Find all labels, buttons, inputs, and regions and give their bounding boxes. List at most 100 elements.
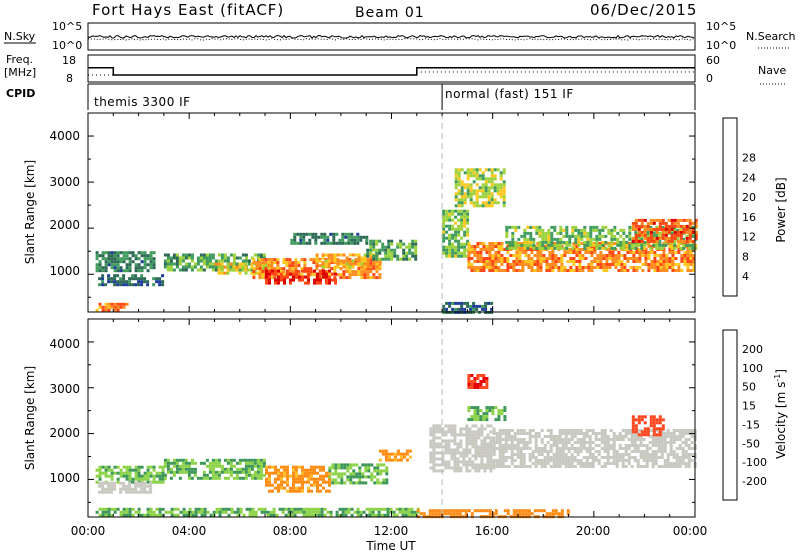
data-cell bbox=[557, 269, 561, 272]
data-cell bbox=[530, 257, 534, 260]
data-cell bbox=[327, 273, 331, 277]
colorbar-tick-label: 24 bbox=[742, 171, 756, 184]
data-cell bbox=[685, 239, 689, 243]
data-cell bbox=[468, 451, 472, 455]
data-cell bbox=[661, 246, 665, 250]
data-cell bbox=[214, 265, 218, 269]
data-cell bbox=[494, 418, 498, 422]
data-cell bbox=[134, 263, 138, 267]
data-cell bbox=[493, 198, 497, 202]
data-cell bbox=[381, 245, 385, 249]
data-cell bbox=[482, 374, 486, 377]
data-cell bbox=[465, 433, 469, 437]
data-cell bbox=[333, 256, 337, 260]
data-cell bbox=[152, 474, 156, 478]
data-cell bbox=[469, 195, 473, 199]
data-cell bbox=[238, 265, 242, 269]
data-cell bbox=[143, 477, 147, 481]
data-cell bbox=[244, 256, 248, 260]
data-cell bbox=[694, 221, 698, 225]
data-cell bbox=[451, 233, 455, 237]
data-cell bbox=[161, 513, 165, 517]
data-cell bbox=[358, 466, 362, 470]
data-cell bbox=[384, 452, 388, 456]
data-cell bbox=[621, 453, 625, 456]
data-cell bbox=[351, 270, 355, 274]
data-cell bbox=[330, 261, 334, 265]
data-cell bbox=[323, 235, 327, 239]
data-cell bbox=[519, 432, 523, 435]
data-cell bbox=[566, 260, 570, 263]
data-cell bbox=[107, 263, 111, 267]
data-cell bbox=[110, 487, 114, 491]
data-cell bbox=[399, 455, 403, 459]
data-cell bbox=[128, 484, 132, 488]
data-cell bbox=[128, 257, 132, 261]
data-cell bbox=[505, 234, 509, 238]
data-cell bbox=[227, 507, 231, 511]
data-cell bbox=[522, 465, 526, 468]
data-cell bbox=[305, 241, 309, 245]
data-cell bbox=[557, 260, 561, 263]
data-cell bbox=[482, 415, 486, 419]
data-cell bbox=[250, 271, 254, 275]
data-cell bbox=[470, 263, 474, 266]
data-cell bbox=[429, 430, 433, 434]
data-cell bbox=[534, 456, 538, 459]
data-cell bbox=[660, 435, 664, 438]
data-cell bbox=[256, 473, 260, 477]
data-cell bbox=[146, 465, 150, 469]
data-cell bbox=[482, 412, 486, 416]
data-cell bbox=[632, 254, 636, 257]
data-cell bbox=[669, 444, 673, 447]
data-cell bbox=[134, 490, 138, 494]
data-cell bbox=[454, 177, 458, 181]
data-cell bbox=[624, 447, 628, 450]
data-cell bbox=[402, 251, 406, 255]
data-cell bbox=[597, 438, 601, 441]
data-cell bbox=[392, 513, 396, 517]
data-cell bbox=[131, 277, 135, 281]
data-cell bbox=[660, 444, 664, 447]
data-cell bbox=[110, 507, 114, 511]
data-cell bbox=[365, 235, 369, 239]
data-cell bbox=[472, 201, 476, 205]
data-cell bbox=[605, 263, 609, 266]
data-cell bbox=[506, 257, 510, 260]
data-cell bbox=[598, 243, 602, 247]
data-cell bbox=[298, 489, 301, 493]
data-cell bbox=[594, 438, 598, 441]
data-cell bbox=[564, 441, 568, 444]
data-cell bbox=[319, 468, 322, 472]
data-cell bbox=[672, 456, 676, 459]
data-cell bbox=[187, 265, 191, 269]
data-cell bbox=[512, 260, 516, 263]
data-cell bbox=[146, 484, 150, 488]
data-cell bbox=[665, 254, 669, 257]
data-cell bbox=[184, 464, 188, 468]
data-cell bbox=[445, 224, 449, 228]
data-cell bbox=[340, 466, 344, 470]
data-cell bbox=[350, 513, 354, 517]
data-cell bbox=[134, 481, 138, 485]
data-cell bbox=[694, 233, 698, 237]
data-cell bbox=[482, 260, 486, 263]
data-cell bbox=[469, 201, 473, 205]
data-cell bbox=[484, 307, 488, 311]
data-cell bbox=[671, 269, 675, 272]
data-cell bbox=[368, 510, 372, 514]
data-cell bbox=[396, 257, 400, 261]
data-cell bbox=[673, 221, 677, 225]
data-cell bbox=[625, 234, 629, 238]
data-cell bbox=[337, 466, 341, 470]
data-cell bbox=[269, 510, 273, 514]
data-cell bbox=[432, 463, 436, 467]
data-cell bbox=[442, 230, 446, 234]
data-cell bbox=[457, 209, 461, 213]
data-cell bbox=[187, 464, 191, 468]
data-cell bbox=[170, 513, 174, 517]
data-cell bbox=[453, 430, 457, 434]
data-cell bbox=[490, 195, 494, 199]
data-cell bbox=[636, 447, 640, 450]
data-cell bbox=[457, 248, 461, 252]
